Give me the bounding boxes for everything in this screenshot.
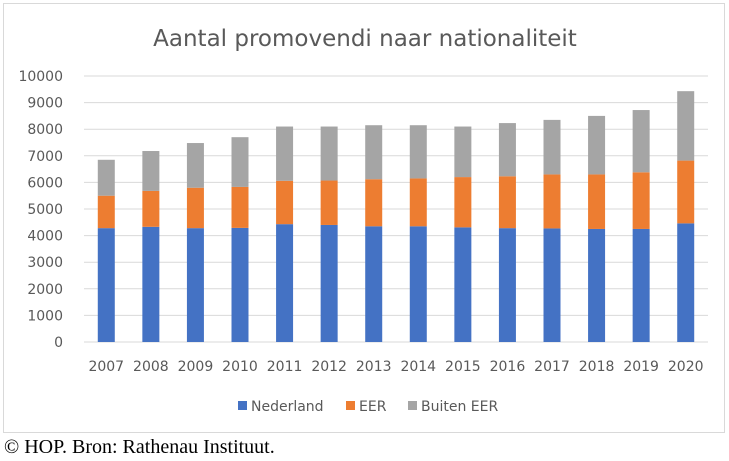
legend-label: Buiten EER (421, 399, 498, 415)
y-tick-label: 7000 (27, 149, 63, 165)
bar-nederland-2017 (543, 228, 561, 342)
bar-eer-2020 (677, 160, 695, 224)
bar-nederland-2009 (186, 228, 204, 342)
y-axis: 0 1000 2000 3000 4000 5000 6000 7000 8000 9000 100… (18, 69, 63, 351)
bar-nederland-2011 (276, 224, 294, 342)
y-tick-label: 8000 (27, 122, 63, 138)
x-tick-label: 2011 (267, 359, 303, 375)
x-tick-label: 2012 (311, 359, 347, 375)
legend-swatch-buiten-eer (408, 401, 417, 410)
bar-eer-2015 (454, 177, 472, 228)
legend-label: Nederland (251, 399, 324, 415)
y-tick-label: 6000 (27, 175, 63, 191)
bar-nederland-2016 (498, 228, 516, 342)
x-tick-label: 2009 (178, 359, 214, 375)
y-tick-label: 4000 (27, 229, 63, 245)
x-tick-label: 2013 (356, 359, 392, 375)
bar-nederland-2010 (231, 227, 249, 342)
bar-eer-2007 (97, 195, 115, 229)
bar-eer-2008 (142, 190, 160, 227)
x-tick-label: 2017 (534, 359, 570, 375)
bar-eer-2019 (632, 172, 650, 229)
bar-buiten-eer-2007 (97, 159, 115, 196)
y-tick-label: 9000 (27, 96, 63, 112)
y-tick-label: 5000 (27, 202, 63, 218)
bars (97, 91, 695, 342)
bar-buiten-eer-2015 (454, 126, 472, 178)
bar-eer-2018 (588, 174, 606, 229)
bar-buiten-eer-2013 (365, 125, 383, 180)
bar-eer-2013 (365, 179, 383, 227)
source-caption: © HOP. Bron: Rathenau Instituut. (4, 436, 275, 458)
bar-nederland-2015 (454, 227, 472, 342)
bar-eer-2016 (498, 176, 516, 229)
bar-nederland-2012 (320, 224, 338, 342)
legend: Nederland EER Buiten EER (238, 399, 498, 415)
bar-nederland-2019 (632, 228, 650, 342)
bar-nederland-2013 (365, 226, 383, 342)
y-tick-label: 3000 (27, 255, 63, 271)
x-tick-label: 2014 (400, 359, 436, 375)
y-tick-label: 0 (54, 335, 63, 351)
legend-swatch-nederland (238, 401, 247, 410)
bar-buiten-eer-2014 (409, 125, 427, 179)
x-tick-label: 2010 (222, 359, 258, 375)
bar-eer-2009 (186, 187, 204, 229)
x-tick-label: 2008 (133, 359, 169, 375)
bar-eer-2010 (231, 186, 249, 228)
legend-label: EER (359, 399, 387, 415)
x-tick-label: 2016 (490, 359, 526, 375)
y-tick-label: 1000 (27, 308, 63, 324)
bar-nederland-2018 (588, 228, 606, 342)
gridlines (84, 75, 708, 343)
bar-buiten-eer-2012 (320, 126, 338, 181)
bar-nederland-2014 (409, 226, 427, 342)
x-tick-label: 2018 (579, 359, 615, 375)
y-tick-label: 10000 (18, 69, 63, 85)
bar-buiten-eer-2017 (543, 119, 561, 175)
bar-nederland-2007 (97, 228, 115, 342)
bar-buiten-eer-2008 (142, 151, 160, 191)
x-tick-label: 2007 (88, 359, 124, 375)
chart-title: Aantal promovendi naar nationaliteit (153, 26, 577, 52)
bar-buiten-eer-2009 (186, 143, 204, 188)
bar-eer-2012 (320, 180, 338, 225)
bar-buiten-eer-2016 (498, 123, 516, 177)
bar-eer-2011 (276, 180, 294, 225)
y-tick-label: 2000 (27, 282, 63, 298)
x-axis: 2007 2008 2009 2010 2011 2012 2013 2014 2015 2016… (88, 359, 703, 375)
x-tick-label: 2015 (445, 359, 481, 375)
bar-buiten-eer-2019 (632, 110, 650, 173)
bar-eer-2014 (409, 178, 427, 227)
bar-buiten-eer-2011 (276, 126, 294, 181)
bar-buiten-eer-2020 (677, 91, 695, 161)
bar-eer-2017 (543, 174, 561, 229)
bar-nederland-2008 (142, 226, 160, 342)
legend-swatch-eer (346, 401, 355, 410)
x-tick-label: 2020 (668, 359, 704, 375)
bar-buiten-eer-2010 (231, 137, 249, 187)
x-tick-label: 2019 (623, 359, 659, 375)
bar-buiten-eer-2018 (588, 115, 606, 175)
bar-nederland-2020 (677, 223, 695, 342)
